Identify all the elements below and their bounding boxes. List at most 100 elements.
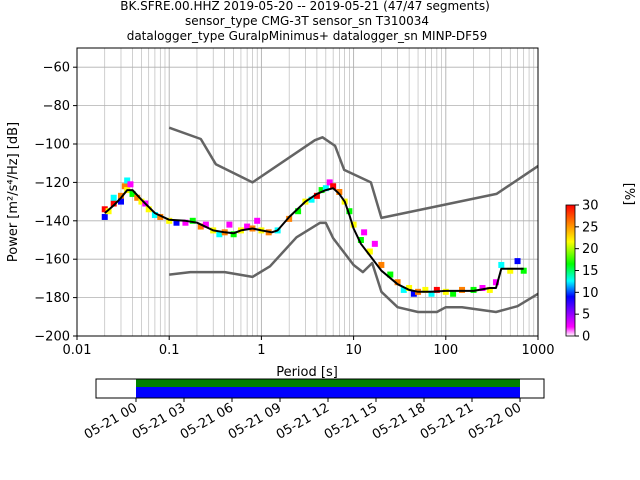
density-cell: [145, 206, 152, 213]
coverage-tick-label: 05-21 06: [178, 400, 236, 442]
y-axis: −60 −80 −100 −120 −140 −160 −180 −200: [34, 61, 77, 345]
density-cell: [189, 217, 196, 224]
density-cell: [507, 267, 514, 274]
density-cell: [498, 261, 505, 268]
density-cell: [492, 279, 499, 286]
density-cell: [110, 194, 117, 201]
y-tick-label: −180: [34, 291, 70, 306]
y-tick-label: −140: [34, 214, 70, 229]
colorbar-ticks: 0 5 10 15 20 25 30: [575, 199, 599, 345]
x-tick-label: 1000: [521, 343, 554, 358]
y-tick-label: −200: [34, 330, 70, 345]
density-cell: [410, 290, 417, 297]
mode-line: [104, 187, 524, 293]
density-cell: [318, 187, 325, 194]
density-cell: [326, 179, 333, 186]
density-cell: [330, 183, 337, 190]
coverage-tick-label: 05-21 18: [370, 400, 428, 442]
density-cell: [117, 198, 124, 205]
high-noise-model-line: [168, 126, 538, 220]
colorbar-label: [%]: [621, 183, 636, 206]
ppsd-plot: −60 −80 −100 −120 −140 −160 −180 −200 0.01 0.1 1 1…: [6, 47, 555, 380]
density-cell: [105, 208, 112, 215]
y-tick-label: −60: [43, 61, 70, 76]
density-cell: [406, 285, 413, 291]
density-cell: [366, 248, 373, 255]
density-cell: [350, 221, 357, 228]
coverage-tick-label: 05-21 12: [274, 400, 332, 442]
noise-model-curves: [168, 126, 538, 314]
density-cell: [202, 221, 209, 228]
density-cell: [486, 286, 493, 293]
density-cell: [110, 200, 117, 207]
density-cell: [129, 190, 136, 197]
density-cell: [101, 213, 108, 220]
density-cell: [216, 231, 223, 238]
density-cell: [127, 181, 134, 188]
density-cell: [450, 290, 457, 297]
density-cell: [361, 229, 368, 236]
density-cell: [101, 206, 108, 213]
density-cell: [117, 192, 124, 199]
density-cell: [479, 285, 486, 291]
colorbar-tick-label: 0: [582, 330, 590, 345]
y-tick-label: −120: [34, 176, 70, 191]
plot-frame: [76, 47, 539, 337]
x-tick-label: 10: [345, 343, 362, 358]
colorbar-tick-label: 20: [582, 242, 599, 257]
density-cell: [378, 261, 385, 268]
density-cell: [197, 223, 204, 230]
density-cell: [387, 271, 394, 278]
y-axis-label: Power [m²/s⁴/Hz] [dB]: [6, 122, 21, 262]
density-cell: [295, 208, 302, 215]
colorbar-tick-label: 5: [582, 308, 590, 323]
density-cell: [157, 213, 164, 220]
density-cell: [124, 177, 131, 184]
colorbar-tick-label: 15: [582, 264, 599, 279]
x-tick-label: 0.01: [63, 343, 92, 358]
density-cell: [151, 212, 158, 219]
density-cell: [394, 279, 401, 286]
density-cell: [138, 198, 145, 205]
figure-title-line-2: sensor_type CMG-3T sensor_sn T310034: [185, 14, 429, 28]
density-cell: [244, 223, 251, 230]
coverage-frame: [95, 378, 545, 399]
coverage-tick-label: 05-21 09: [226, 400, 284, 442]
colorbar-tick-label: 25: [582, 220, 599, 235]
figure-title-line-1: BK.SFRE.00.HHZ 2019-05-20 -- 2019-05-21 …: [120, 0, 490, 13]
x-axis: 0.01 0.1 1 10 100 1000: [63, 336, 555, 358]
density-cell: [422, 286, 429, 293]
density-cell: [400, 286, 407, 293]
plot-background: [77, 48, 538, 336]
density-cell: [428, 290, 435, 297]
y-tick-label: −80: [43, 99, 70, 114]
low-noise-model-line: [169, 221, 538, 314]
coverage-processed-segments: [136, 379, 520, 387]
coverage-tick-label: 05-21 03: [130, 400, 188, 442]
coverage-data-segments: [136, 387, 520, 398]
density-cell: [371, 240, 378, 247]
density-cell: [121, 183, 128, 190]
density-cell: [313, 192, 320, 199]
density-cell: [308, 196, 315, 203]
density-cell: [514, 258, 521, 265]
colorbar-tick-label: 10: [582, 286, 599, 301]
x-tick-label: 100: [433, 343, 458, 358]
density-cell: [226, 221, 233, 228]
density-cell: [173, 219, 180, 226]
coverage-tick-label: 05-22 00: [466, 400, 524, 442]
density-cell: [357, 237, 364, 243]
density-cell: [182, 219, 189, 226]
density-cell: [520, 267, 527, 274]
density-cell: [336, 189, 343, 195]
density-cell: [254, 217, 261, 224]
mode-curve: [104, 187, 524, 293]
x-tick-label: 0.1: [159, 343, 180, 358]
coverage-tick-label: 05-21 15: [322, 400, 380, 442]
y-tick-label: −160: [34, 253, 70, 268]
x-axis-label: Period [s]: [276, 365, 338, 380]
colorbar-gradient: [565, 204, 576, 337]
